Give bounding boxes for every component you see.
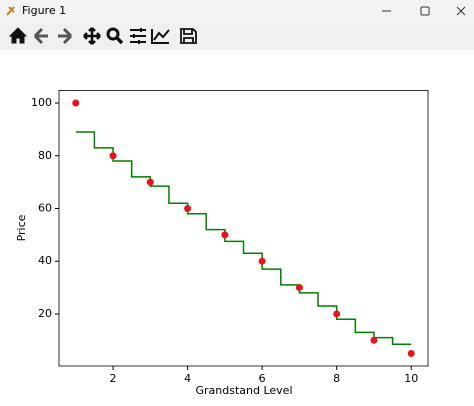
pan-button[interactable] xyxy=(83,27,101,45)
close-button[interactable] xyxy=(456,6,466,16)
axes-frame xyxy=(58,90,429,367)
x-tick-label: 8 xyxy=(333,372,340,385)
title-bar xyxy=(0,0,474,22)
y-tick-label: 20 xyxy=(38,307,52,320)
toolbar-icons xyxy=(8,27,197,45)
window-title: Figure 1 xyxy=(22,4,66,17)
back-button[interactable] xyxy=(33,27,48,45)
point xyxy=(184,204,192,212)
point xyxy=(146,178,154,186)
step-line xyxy=(75,131,412,345)
app-icon xyxy=(6,6,15,16)
zoom-button[interactable] xyxy=(106,27,124,45)
save-button[interactable] xyxy=(180,28,197,44)
point xyxy=(333,310,341,318)
point xyxy=(295,284,303,292)
y-tick-label: 100 xyxy=(31,96,52,109)
y-tick-label: 60 xyxy=(38,201,52,214)
point xyxy=(72,99,80,107)
home-button[interactable] xyxy=(8,27,28,44)
y-tick-label: 80 xyxy=(38,149,52,162)
point xyxy=(221,231,229,239)
configure-button[interactable] xyxy=(130,28,146,44)
point xyxy=(370,336,378,344)
y-tick-label: 40 xyxy=(38,254,52,267)
x-tick-label: 2 xyxy=(110,372,117,385)
point xyxy=(109,152,117,160)
x-tick-label: 6 xyxy=(259,372,266,385)
y-axis-label: Price xyxy=(15,214,28,241)
x-axis-label: Grandstand Level xyxy=(195,384,292,397)
forward-button[interactable] xyxy=(58,27,73,45)
maximize-button[interactable] xyxy=(420,6,430,16)
toolbar xyxy=(0,22,474,50)
edit-button[interactable] xyxy=(151,29,170,44)
point xyxy=(258,257,266,265)
point xyxy=(407,349,415,357)
x-tick-label: 10 xyxy=(404,372,418,385)
x-tick-label: 4 xyxy=(184,372,191,385)
